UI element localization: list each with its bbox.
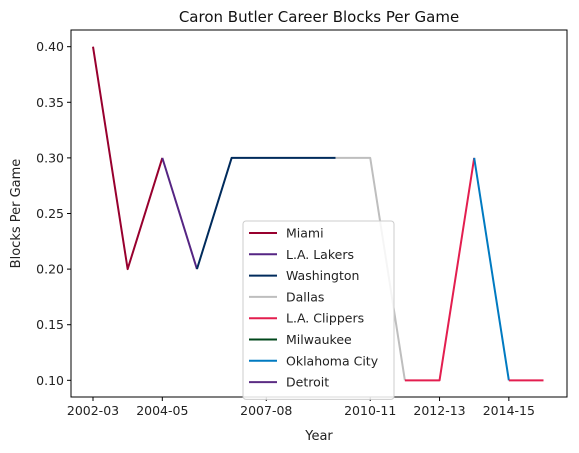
y-axis: 0.10 0.15 0.20 0.25 0.30 0.35 0.40 — [36, 39, 71, 388]
chart-title: Caron Butler Career Blocks Per Game — [179, 8, 459, 26]
series-line — [92, 46, 164, 271]
x-axis-label: Year — [304, 429, 333, 444]
x-tick-label: 2010-11 — [344, 403, 396, 418]
legend-label: Detroit — [286, 375, 329, 390]
x-tick-label: 2007-08 — [240, 403, 292, 418]
legend-label: Dallas — [286, 289, 324, 304]
legend-label: L.A. Clippers — [286, 311, 364, 326]
legend: Miami L.A. Lakers Washington Dallas L.A. Cli… — [242, 220, 395, 400]
x-axis: 2002-03 2004-05 2007-08 2010-11 2012-13 2014-… — [67, 397, 535, 418]
x-tick-label: 2012-13 — [413, 403, 465, 418]
series-line — [404, 157, 476, 382]
x-tick-label: 2002-03 — [67, 403, 119, 418]
legend-label: Miami — [286, 226, 324, 241]
legend-label: Milwaukee — [286, 332, 352, 347]
y-tick-label: 0.30 — [36, 150, 64, 165]
legend-label: Oklahoma City — [286, 353, 379, 368]
x-tick-label: 2014-15 — [483, 403, 535, 418]
legend-label: L.A. Lakers — [286, 247, 354, 262]
y-tick-label: 0.15 — [36, 317, 64, 332]
y-tick-label: 0.20 — [36, 262, 64, 277]
legend-box — [242, 220, 395, 400]
y-tick-label: 0.35 — [36, 95, 64, 110]
series-line — [196, 156, 336, 270]
y-tick-label: 0.10 — [36, 373, 64, 388]
series-line — [473, 157, 510, 381]
y-axis-label: Blocks Per Game — [9, 159, 24, 269]
x-tick-label: 2004-05 — [136, 403, 188, 418]
y-tick-label: 0.40 — [36, 39, 64, 54]
y-tick-label: 0.25 — [36, 206, 64, 221]
legend-label: Washington — [286, 268, 359, 283]
series-line — [161, 157, 198, 270]
